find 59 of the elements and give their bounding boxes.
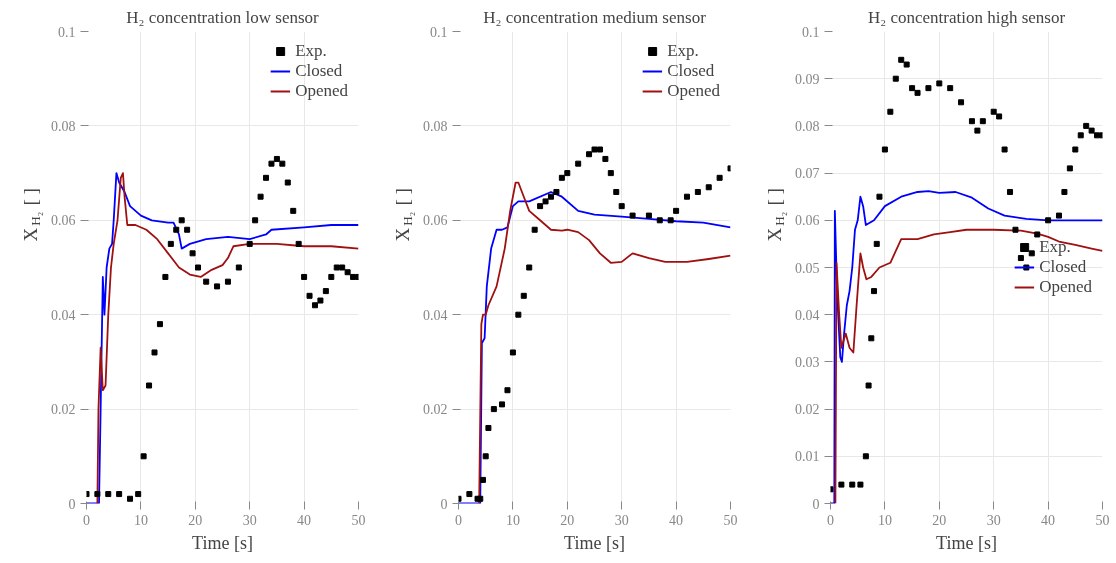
x-tick-label: 30	[986, 512, 1001, 528]
y-tick-label: 0.05	[795, 260, 820, 276]
x-tick-label: 50	[1095, 512, 1110, 528]
x-axis-title: Time [s]	[192, 532, 253, 553]
y-tick-label: 0.1	[58, 24, 76, 40]
legend-label: Exp.	[667, 41, 699, 61]
x-tick-label: 50	[723, 512, 738, 528]
legend-label: Exp.	[1039, 237, 1071, 257]
legend-label: Closed	[295, 61, 343, 81]
y-tick-label: 0.02	[51, 402, 76, 418]
y-tick-label: 0.08	[423, 118, 448, 134]
x-tick-label: 0	[455, 512, 462, 528]
y-tick-label: 0.04	[51, 307, 76, 323]
x-tick-label: 0	[827, 512, 834, 528]
x-tick-label: 40	[1041, 512, 1056, 528]
legend-label: Opened	[667, 81, 720, 101]
y-tick-label: 0.06	[51, 213, 76, 229]
y-tick-label: 0.07	[795, 166, 820, 182]
x-tick-label: 20	[560, 512, 575, 528]
y-tick-label: 0.02	[795, 402, 820, 418]
y-tick-label: 0.04	[795, 307, 820, 323]
x-tick-label: 40	[669, 512, 684, 528]
x-tick-label: 50	[351, 512, 366, 528]
y-tick-label: 0.04	[423, 307, 448, 323]
y-tick-label: 0	[812, 496, 820, 512]
x-tick-label: 10	[505, 512, 520, 528]
x-axis-title: Time [s]	[936, 532, 997, 553]
y-tick-label: 0	[68, 496, 76, 512]
y-tick-label: 0.08	[51, 118, 76, 134]
chart-title: H₂ concentration medium sensor	[483, 7, 707, 27]
y-axis-title: XH₂ [ ]	[392, 188, 415, 242]
y-tick-label: 0.06	[795, 213, 820, 229]
x-tick-label: 10	[133, 512, 148, 528]
legend-label: Opened	[1039, 277, 1092, 297]
legend-label: Closed	[667, 61, 715, 81]
legend-label: Closed	[1039, 257, 1087, 277]
y-tick-label: 0.06	[423, 213, 448, 229]
y-tick-label: 0.09	[795, 71, 820, 87]
x-tick-label: 20	[188, 512, 203, 528]
x-tick-label: 10	[877, 512, 892, 528]
x-axis-title: Time [s]	[564, 532, 625, 553]
y-tick-label: 0	[440, 496, 448, 512]
y-tick-label: 0.02	[423, 402, 448, 418]
x-tick-label: 0	[83, 512, 90, 528]
y-tick-label: 0.08	[795, 118, 820, 134]
y-tick-label: 0.01	[795, 449, 820, 465]
chart-title: H₂ concentration low sensor	[126, 7, 320, 27]
legend-label: Exp.	[295, 41, 327, 61]
y-tick-label: 0.03	[795, 354, 820, 370]
y-tick-label: 0.1	[802, 24, 820, 40]
y-axis-title: XH₂ [ ]	[764, 188, 787, 242]
x-tick-label: 20	[932, 512, 947, 528]
chart-title: H₂ concentration high sensor	[867, 7, 1066, 27]
x-tick-label: 40	[297, 512, 312, 528]
x-tick-label: 30	[242, 512, 257, 528]
legend-label: Opened	[295, 81, 348, 101]
x-tick-label: 30	[614, 512, 629, 528]
y-tick-label: 0.1	[430, 24, 448, 40]
y-axis-title: XH₂ [ ]	[20, 188, 43, 242]
